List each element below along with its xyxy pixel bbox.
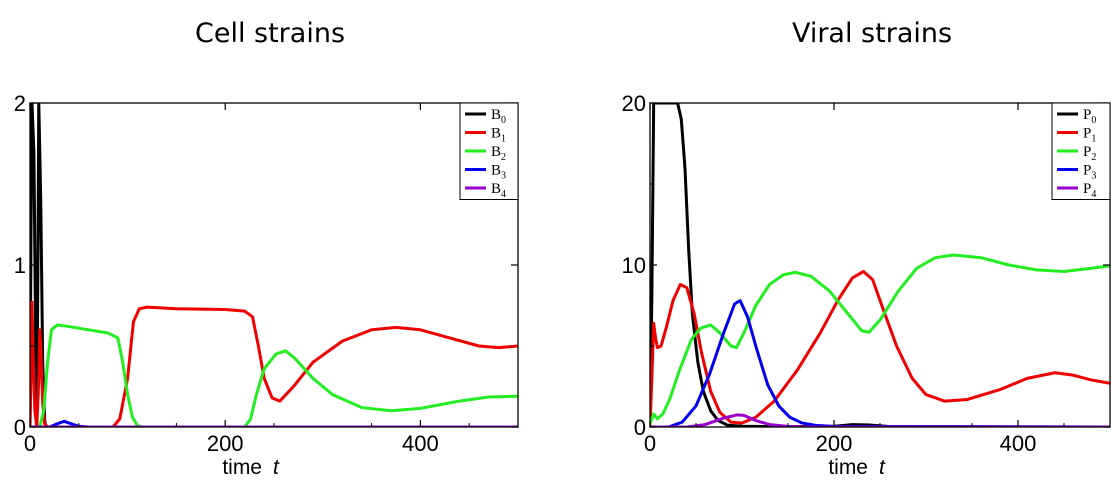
plot-frame [649,102,1111,428]
y-tick-label: 2 [14,91,26,116]
legend-label-base: P [1083,126,1091,142]
series-group [30,103,518,427]
series-line-b1 [30,300,518,427]
series-line-p0 [650,103,1110,427]
y-tick-label: 0 [634,415,646,440]
series-group [650,103,1110,427]
legend-label: B3 [491,163,506,182]
x-tick-label: 400 [402,431,439,456]
chart-title: Viral strains [792,18,952,49]
legend-label-subscript: 2 [1091,152,1096,163]
legend-label: B0 [491,107,506,126]
series-line-b2 [30,323,518,427]
y-tick-label: 0 [14,415,26,440]
legend-label: P2 [1083,144,1096,163]
y-tick-label: 20 [622,91,646,116]
legend-label-subscript: 3 [501,171,506,182]
legend-label-base: B [491,144,501,160]
x-axis-variable: t [879,456,886,479]
x-tick-label: 400 [1000,431,1037,456]
legend-label-base: P [1083,181,1091,197]
legend-label: P1 [1083,126,1096,145]
legend-label-subscript: 1 [501,134,506,145]
x-axis-label: time [222,456,262,479]
legend-label-subscript: 4 [501,189,506,200]
legend-label-subscript: 3 [1091,171,1096,182]
y-tick-label: 1 [14,253,26,278]
legend-label: B4 [491,181,506,200]
x-tick-label: 200 [816,431,853,456]
legend-label-base: P [1083,144,1091,160]
series-line-p3 [650,299,1110,427]
x-tick-label: 0 [24,431,36,456]
x-tick-label: 0 [644,431,656,456]
legend-label-subscript: 0 [501,115,506,126]
x-axis-label: time [828,456,868,479]
series-line-b0 [30,103,518,427]
legend-label-base: B [491,107,501,123]
y-tick-label: 10 [622,253,646,278]
legend-label: B1 [491,126,506,145]
legend-label-subscript: 2 [501,152,506,163]
legend-label: B2 [491,144,506,163]
plot-frame [29,102,519,428]
legend-label-base: B [491,181,501,197]
x-tick-label: 200 [207,431,244,456]
legend-label-base: P [1083,163,1091,179]
legend-label-base: B [491,163,501,179]
legend-label-subscript: 0 [1091,115,1096,126]
legend-label-subscript: 1 [1091,134,1096,145]
legend-label-base: P [1083,107,1091,123]
legend-label: P3 [1083,163,1096,182]
chart-title: Cell strains [195,18,345,49]
legend-label: P4 [1083,181,1096,200]
legend-label-subscript: 4 [1091,189,1096,200]
x-axis-variable: t [273,456,280,479]
series-line-p2 [650,253,1110,426]
legend-label: P0 [1083,107,1096,126]
legend-label-base: B [491,126,501,142]
series-line-p1 [650,269,1110,427]
